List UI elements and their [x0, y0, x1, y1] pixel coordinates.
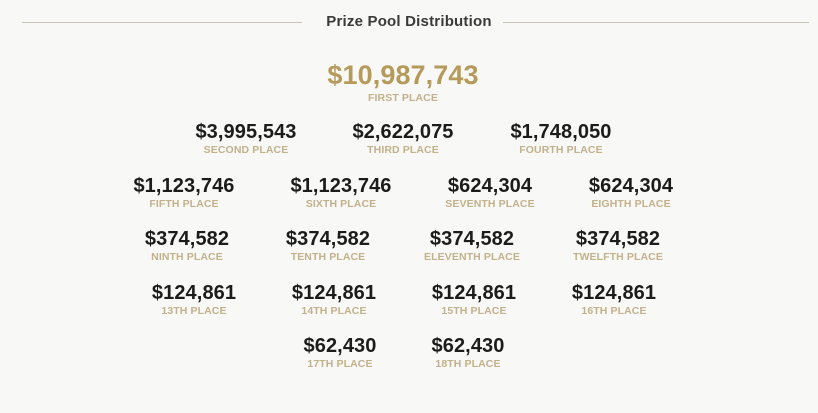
prize-fourth: $1,748,050 FOURTH PLACE	[476, 121, 646, 156]
prize-sixth: $1,123,746 SIXTH PLACE	[256, 175, 426, 210]
prize-first: $10,987,743 FIRST PLACE	[318, 60, 488, 104]
prize-15th: $124,861 15TH PLACE	[389, 282, 559, 317]
prize-amount: $1,123,746	[290, 175, 392, 197]
prize-place-label: 17TH PLACE	[307, 358, 373, 370]
prize-eleventh: $374,582 ELEVENTH PLACE	[387, 228, 557, 263]
prize-place-label: NINTH PLACE	[151, 251, 223, 263]
prize-16th: $124,861 16TH PLACE	[529, 282, 699, 317]
prize-place-label: 18TH PLACE	[435, 358, 501, 370]
prize-18th: $62,430 18TH PLACE	[383, 335, 553, 370]
prize-place-label: 16TH PLACE	[581, 305, 647, 317]
prize-14th: $124,861 14TH PLACE	[249, 282, 419, 317]
prize-place-label: EIGHTH PLACE	[591, 198, 671, 210]
prize-place-label: SIXTH PLACE	[305, 198, 377, 210]
header-rule-left	[22, 22, 302, 23]
prize-amount: $1,748,050	[510, 121, 612, 143]
prize-place-label: FOURTH PLACE	[519, 144, 603, 156]
prize-place-label: SEVENTH PLACE	[445, 198, 535, 210]
prize-seventh: $624,304 SEVENTH PLACE	[405, 175, 575, 210]
prize-place-label: FIRST PLACE	[368, 92, 438, 104]
prize-ninth: $374,582 NINTH PLACE	[102, 228, 272, 263]
prize-twelfth: $374,582 TWELFTH PLACE	[533, 228, 703, 263]
prize-amount: $124,861	[151, 282, 237, 304]
prize-amount: $62,430	[303, 335, 377, 357]
section-title: Prize Pool Distribution	[326, 13, 492, 30]
header-rule-right	[503, 22, 809, 23]
prize-tenth: $374,582 TENTH PLACE	[243, 228, 413, 263]
prize-amount: $624,304	[447, 175, 533, 197]
prize-amount: $62,430	[431, 335, 505, 357]
prize-place-label: 15TH PLACE	[441, 305, 507, 317]
prize-second: $3,995,543 SECOND PLACE	[161, 121, 331, 156]
prize-amount: $374,582	[144, 228, 230, 250]
prize-amount: $374,582	[429, 228, 515, 250]
prize-place-label: ELEVENTH PLACE	[424, 251, 520, 263]
prize-17th: $62,430 17TH PLACE	[255, 335, 425, 370]
prize-amount: $10,987,743	[327, 60, 479, 90]
prize-third: $2,622,075 THIRD PLACE	[318, 121, 488, 156]
prize-amount: $3,995,543	[195, 121, 297, 143]
prize-place-label: TENTH PLACE	[290, 251, 366, 263]
prize-place-label: TWELFTH PLACE	[573, 251, 663, 263]
prize-amount: $374,582	[285, 228, 371, 250]
prize-amount: $374,582	[575, 228, 661, 250]
prize-eighth: $624,304 EIGHTH PLACE	[546, 175, 716, 210]
prize-amount: $124,861	[571, 282, 657, 304]
prize-amount: $124,861	[431, 282, 517, 304]
prize-amount: $2,622,075	[352, 121, 454, 143]
prize-13th: $124,861 13TH PLACE	[109, 282, 279, 317]
prize-amount: $624,304	[588, 175, 674, 197]
prize-place-label: 13TH PLACE	[161, 305, 227, 317]
prize-place-label: THIRD PLACE	[367, 144, 439, 156]
prize-amount: $124,861	[291, 282, 377, 304]
prize-amount: $1,123,746	[133, 175, 235, 197]
prize-place-label: 14TH PLACE	[301, 305, 367, 317]
prize-fifth: $1,123,746 FIFTH PLACE	[99, 175, 269, 210]
prize-place-label: SECOND PLACE	[203, 144, 289, 156]
prize-place-label: FIFTH PLACE	[149, 198, 219, 210]
